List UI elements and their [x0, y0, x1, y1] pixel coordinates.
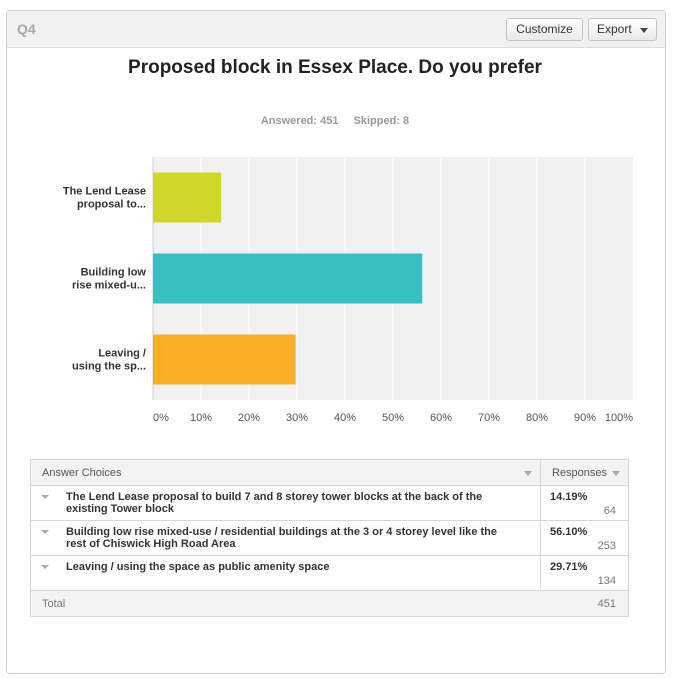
answer-table: Answer Choices Responses The Lend Lease … [30, 459, 629, 617]
chevron-down-icon [640, 28, 648, 33]
expand-arrow-icon[interactable] [41, 530, 49, 534]
column-header-answer-choices[interactable]: Answer Choices [42, 467, 122, 479]
bar [153, 172, 222, 223]
x-tick-label: 0% [153, 412, 169, 424]
skipped-count: Skipped: 8 [353, 115, 410, 127]
response-percent: 29.71% [550, 561, 588, 573]
x-tick-label: 40% [334, 412, 356, 424]
column-divider [540, 556, 541, 590]
table-header: Answer Choices Responses [31, 460, 628, 486]
table-row: Leaving / using the space as public amen… [31, 556, 628, 591]
answer-choice-label: The Lend Lease proposal to build 7 and 8… [66, 491, 483, 515]
export-button-label: Export [597, 22, 632, 36]
chart-title: Proposed block in Essex Place. Do you pr… [128, 57, 542, 78]
category-label: Building low [81, 267, 147, 279]
table-row: The Lend Lease proposal to build 7 and 8… [31, 486, 628, 521]
table-total-row: Total 451 [31, 591, 628, 616]
card-header: Q4 Customize Export [7, 11, 665, 48]
bar-chart: 0% 10% 20% 30% 40% 50% 60% 70% 80% 90% 100% The Len… [63, 157, 633, 424]
export-button[interactable]: Export [588, 18, 657, 41]
column-divider [540, 521, 541, 555]
response-count: 134 [597, 575, 616, 587]
category-label: rise mixed-u... [72, 280, 146, 292]
answer-choice-label: Leaving / using the space as public amen… [66, 561, 330, 573]
expand-arrow-icon[interactable] [41, 495, 49, 499]
x-tick-label: 100% [605, 412, 633, 424]
x-tick-label: 30% [286, 412, 308, 424]
question-number: Q4 [17, 21, 36, 37]
sort-arrow-icon[interactable] [612, 471, 620, 476]
response-stats: Answered: 451 Skipped: 8 [150, 115, 520, 127]
category-label: using the sp... [72, 361, 146, 373]
x-tick-label: 60% [430, 412, 452, 424]
column-divider [540, 460, 541, 485]
expand-arrow-icon[interactable] [41, 565, 49, 569]
x-tick-label: 20% [238, 412, 260, 424]
answered-count: Answered: 451 [260, 115, 339, 127]
category-label: Leaving / [98, 348, 146, 360]
bar [153, 253, 423, 304]
response-count: 64 [603, 505, 616, 517]
answer-choice-label: Building low rise mixed-use / residentia… [66, 526, 497, 550]
sort-arrow-icon[interactable] [524, 471, 532, 476]
bar [153, 334, 296, 385]
response-count: 253 [597, 540, 616, 552]
column-header-responses[interactable]: Responses [552, 467, 608, 479]
response-percent: 56.10% [550, 526, 588, 538]
table-row: Building low rise mixed-use / residentia… [31, 521, 628, 556]
response-percent: 14.19% [550, 491, 588, 503]
column-divider [540, 486, 541, 520]
x-tick-label: 80% [526, 412, 548, 424]
category-label: The Lend Lease [63, 186, 146, 198]
x-tick-label: 10% [190, 412, 212, 424]
total-value: 451 [597, 598, 616, 610]
category-label: proposal to... [77, 199, 146, 211]
total-label: Total [42, 598, 66, 610]
x-tick-label: 50% [382, 412, 404, 424]
x-tick-label: 90% [574, 412, 596, 424]
x-tick-label: 70% [478, 412, 500, 424]
customize-button[interactable]: Customize [506, 18, 583, 41]
